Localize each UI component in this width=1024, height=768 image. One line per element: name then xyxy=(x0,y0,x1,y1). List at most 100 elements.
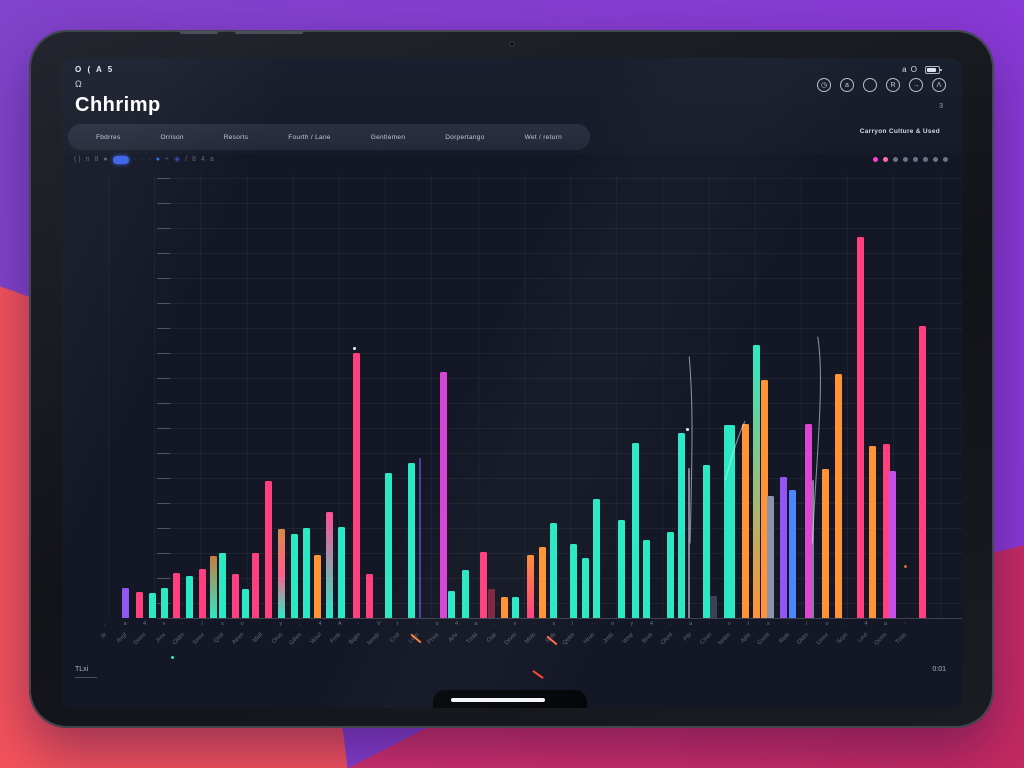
power-button[interactable] xyxy=(180,31,218,34)
lambda-icon[interactable]: Λ xyxy=(932,78,946,92)
bar-46[interactable] xyxy=(742,424,749,618)
bar-55[interactable] xyxy=(835,374,842,618)
toolbar-icon-10[interactable]: ◉ xyxy=(174,156,181,163)
legend-dot-7[interactable] xyxy=(943,157,948,162)
bar-34[interactable] xyxy=(570,544,577,618)
bar-50[interactable] xyxy=(780,477,787,618)
bar-28[interactable] xyxy=(488,589,495,618)
bar-51[interactable] xyxy=(789,490,796,618)
bar-24[interactable] xyxy=(440,372,447,618)
bar-49[interactable] xyxy=(767,496,774,618)
volume-buttons[interactable] xyxy=(235,31,303,34)
bar-48[interactable] xyxy=(761,380,768,618)
bar-18[interactable] xyxy=(338,527,345,618)
toolbar-icon-2[interactable]: 8 xyxy=(94,156,99,163)
bar-52[interactable] xyxy=(805,424,812,618)
bar-23[interactable] xyxy=(419,458,421,618)
bar-27[interactable] xyxy=(480,552,487,618)
bar-12[interactable] xyxy=(265,481,272,618)
bar-13[interactable] xyxy=(278,529,285,618)
bar-21[interactable] xyxy=(385,473,392,618)
bar-37[interactable] xyxy=(618,520,625,618)
legend-dot-3[interactable] xyxy=(903,157,908,162)
bar-35[interactable] xyxy=(582,558,589,618)
bar-11[interactable] xyxy=(252,553,259,618)
send-icon[interactable]: → xyxy=(909,78,923,92)
bar-59[interactable] xyxy=(889,471,896,618)
bar-4[interactable] xyxy=(173,573,180,618)
legend-dot-6[interactable] xyxy=(933,157,938,162)
bar-17[interactable] xyxy=(326,512,333,618)
nav-item-2[interactable]: Resorts xyxy=(223,133,249,141)
bar-44[interactable] xyxy=(710,596,717,618)
bar-41[interactable] xyxy=(678,433,685,618)
bar-0[interactable] xyxy=(122,588,129,618)
legend-dot-5[interactable] xyxy=(923,157,928,162)
bar-40[interactable] xyxy=(667,532,674,618)
nav-item-3[interactable]: Fourth / Lane xyxy=(288,133,331,141)
bar-22[interactable] xyxy=(408,463,415,618)
bar-53[interactable] xyxy=(812,480,814,618)
bar-32[interactable] xyxy=(539,547,546,618)
toolbar-icon-6[interactable]: · xyxy=(141,156,144,163)
bar-8[interactable] xyxy=(219,553,226,618)
bar-9[interactable] xyxy=(232,574,239,618)
toolbar-icon-8[interactable]: ● xyxy=(155,156,160,163)
toolbar-icon-13[interactable]: 4 xyxy=(200,156,205,163)
bar-38[interactable] xyxy=(632,443,639,618)
bar-31[interactable] xyxy=(527,555,534,618)
bar-15[interactable] xyxy=(303,528,310,618)
legend-dot-4[interactable] xyxy=(913,157,918,162)
bar-57[interactable] xyxy=(869,446,876,618)
toolbar-icon-14[interactable]: a xyxy=(209,156,214,163)
footer-left-label[interactable]: TLxi xyxy=(75,666,98,678)
nav-item-6[interactable]: Wet / return xyxy=(524,133,562,141)
bar-43[interactable] xyxy=(703,465,710,618)
bar-1[interactable] xyxy=(136,592,143,618)
account-label[interactable]: Carryon Culture & Used xyxy=(859,128,940,135)
toolbar-icon-0[interactable]: ( ) xyxy=(74,156,81,163)
nav-item-0[interactable]: Fbdrres xyxy=(96,133,121,141)
home-indicator[interactable] xyxy=(451,698,545,702)
nav-item-4[interactable]: Gentlemen xyxy=(370,133,406,141)
bar-14[interactable] xyxy=(291,534,298,618)
bar-58[interactable] xyxy=(883,444,890,618)
at-icon[interactable]: a xyxy=(840,78,854,92)
bar-54[interactable] xyxy=(822,469,829,618)
toolbar-icon-5[interactable]: · xyxy=(133,156,136,163)
toolbar-pill-toggle[interactable] xyxy=(112,156,129,164)
toolbar-icon-1[interactable]: n xyxy=(85,156,90,163)
bar-60[interactable] xyxy=(919,326,926,618)
circle-icon[interactable] xyxy=(863,78,877,92)
bar-10[interactable] xyxy=(242,589,249,618)
toolbar-icon-11[interactable]: / xyxy=(185,156,188,163)
bar-30[interactable] xyxy=(512,597,519,618)
rx-icon[interactable]: R xyxy=(886,78,900,92)
nav-item-1[interactable]: Orrison xyxy=(160,133,184,141)
bar-36[interactable] xyxy=(593,499,600,618)
bar-56[interactable] xyxy=(857,237,864,618)
toolbar-icon-7[interactable]: · xyxy=(148,156,151,163)
bar-3[interactable] xyxy=(161,588,168,618)
bar-42[interactable] xyxy=(688,468,690,618)
legend-dot-0[interactable] xyxy=(873,157,878,162)
bar-2[interactable] xyxy=(149,593,156,618)
bar-29[interactable] xyxy=(501,597,508,618)
bar-7[interactable] xyxy=(210,556,217,618)
bar-20[interactable] xyxy=(366,574,373,618)
bar-6[interactable] xyxy=(199,569,206,618)
legend-dot-1[interactable] xyxy=(883,157,888,162)
bar-5[interactable] xyxy=(186,576,193,618)
bar-47[interactable] xyxy=(753,345,760,618)
nav-item-5[interactable]: Dorpertango xyxy=(445,133,485,141)
bar-25[interactable] xyxy=(448,591,455,618)
bar-39[interactable] xyxy=(643,540,650,618)
clock-icon[interactable]: ◷ xyxy=(817,78,831,92)
toolbar-icon-9[interactable]: + xyxy=(164,156,170,163)
bar-16[interactable] xyxy=(314,555,321,618)
bar-45[interactable] xyxy=(724,425,735,618)
bar-26[interactable] xyxy=(462,570,469,618)
toolbar-icon-12[interactable]: 8 xyxy=(192,156,196,163)
toolbar-icon-3[interactable]: ● xyxy=(103,156,108,163)
legend-dot-2[interactable] xyxy=(893,157,898,162)
